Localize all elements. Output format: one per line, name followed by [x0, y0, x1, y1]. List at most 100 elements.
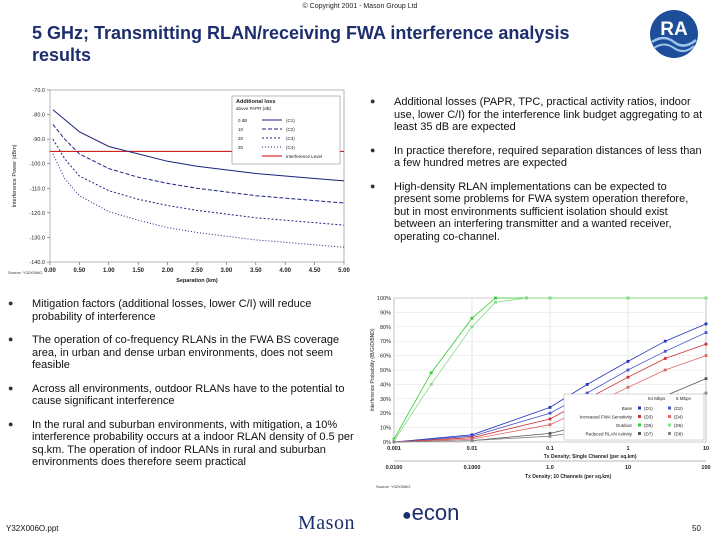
y-axis-label: Interference Probability (IB/G/D/BND): [370, 328, 376, 411]
data-point-d5: [429, 371, 433, 375]
econ-dot-icon: ●: [402, 507, 412, 524]
data-point-d1: [663, 339, 667, 343]
data-point-d4: [663, 368, 667, 372]
data-point-d7: [704, 377, 708, 381]
legend-label: (C3): [286, 136, 295, 141]
legend-marker: [668, 423, 671, 427]
legend-label: (C2): [286, 127, 295, 132]
x-tick-label: 4.50: [309, 268, 321, 274]
left-bullet-1: ● Mitigation factors (additional losses, …: [8, 298, 312, 323]
data-point-d8: [704, 391, 708, 395]
legend-box: [563, 393, 705, 441]
legend-loss: 0 dB: [238, 118, 247, 123]
x-tick-label-10ch: 0.1000: [464, 465, 481, 471]
legend-header: 54 Mbps: [648, 396, 666, 401]
ra-logo: RA: [650, 10, 698, 58]
x-tick-label-10ch: 1.0: [546, 465, 554, 471]
legend-marker: [668, 406, 671, 410]
data-point-d8: [392, 440, 396, 444]
x-tick-label-single: 0.01: [467, 446, 478, 452]
data-point-d6: [470, 325, 474, 329]
data-point-d6: [429, 383, 433, 386]
legend-header: 6 Mbps: [676, 396, 692, 401]
legend-loss: 30: [238, 145, 244, 150]
right-bullet-list: ● Additional losses (PAPR, TPC, practical…: [366, 96, 706, 254]
legend-label: Outdoor: [616, 423, 633, 428]
right-bullet-3: ● High-density RLAN implementations can b…: [370, 180, 689, 243]
x-axis-label-10ch: Tx Density; 10 Channels (per sq.km): [525, 474, 611, 480]
legend-label: (C4): [286, 145, 295, 150]
x-tick-label: 2.50: [191, 268, 203, 274]
y-tick-label: 100%: [377, 296, 391, 302]
legend-label: Increased FWA Sensitivity: [580, 415, 633, 420]
x-tick-label: 4.00: [279, 268, 291, 274]
legend-series-id: (D3): [644, 415, 653, 420]
series-line-c4: [52, 153, 345, 248]
legend-title: Additional loss: [236, 99, 275, 105]
data-point-d5: [392, 437, 396, 441]
y-tick-label: 50%: [380, 368, 391, 374]
y-tick-label: -90.0: [32, 137, 45, 143]
data-point-d2: [704, 331, 708, 334]
y-tick-label: -140.0: [29, 260, 45, 266]
data-point-d2: [470, 434, 474, 438]
y-tick-label: 60%: [380, 354, 391, 360]
mason-logo: Mason: [298, 512, 355, 534]
bullet-icon: ●: [8, 298, 14, 308]
x-tick-label-single: 10: [703, 446, 709, 452]
data-point-d2: [663, 349, 667, 353]
data-point-d1: [704, 322, 708, 326]
y-tick-label: 70%: [380, 339, 391, 345]
x-tick-label-single: 0.001: [387, 446, 401, 452]
interference-power-chart: -70.0 -80.0 -90.0 -100.0 -110.0 -120.0 -130.0 -…: [8, 88, 350, 284]
data-point-d3: [548, 417, 552, 421]
right-bullet-1: ● Additional losses (PAPR, TPC, practical…: [370, 96, 703, 133]
x-tick-label: 0.00: [44, 268, 56, 274]
y-tick-label: 10%: [380, 426, 391, 432]
data-point-d1: [470, 433, 474, 437]
data-point-d6: [704, 296, 708, 300]
chart-source: Source: Y32X006O: [376, 484, 410, 489]
bullet-icon: ●: [8, 418, 14, 429]
legend-series-id: (D7): [644, 432, 653, 437]
y-tick-label: 20%: [380, 411, 391, 417]
legend-series-id: (D6): [674, 423, 683, 428]
series-line-c2: [52, 124, 345, 204]
legend-subtitle: above PAPR (dB): [236, 106, 272, 111]
copyright-notice: © Copyright 2001 - Mason Group Ltd: [302, 3, 418, 10]
data-point-d3: [663, 357, 667, 360]
legend-marker: [638, 423, 641, 427]
legend-marker: [638, 432, 641, 435]
left-bullet-list: ● Mitigation factors (additional losses, …: [4, 298, 364, 480]
document-id: Y32X006O.ppt: [6, 524, 59, 533]
y-tick-label: 30%: [380, 397, 391, 403]
x-tick-label: 5.00: [338, 268, 350, 274]
legend-series-id: (D2): [674, 406, 683, 411]
legend-label: Base: [622, 406, 633, 411]
data-point-d6: [626, 296, 630, 300]
legend-series-id: (D1): [644, 406, 653, 411]
legend-series-id: (D5): [644, 423, 653, 428]
legend-loss: 20: [238, 136, 244, 141]
data-point-d4: [626, 385, 630, 389]
x-tick-label-single: 0.1: [546, 446, 554, 452]
data-point-d3: [626, 375, 630, 379]
interference-probability-chart: 0% 10% 20% 30% 40% 50% 60% 70% 80% 90% 100% 0.001 0.…: [370, 296, 711, 489]
data-point-d4: [470, 437, 474, 441]
legend-marker: [638, 406, 641, 410]
legend-label: Reduced RLAN Activity: [585, 432, 632, 437]
y-tick-label: 0%: [383, 440, 391, 446]
data-point-d6: [525, 296, 528, 300]
x-tick-label: 2.00: [162, 268, 174, 274]
y-tick-label: -70.0: [32, 88, 45, 94]
y-tick-label: 40%: [380, 382, 391, 388]
x-tick-label: 1.50: [132, 268, 144, 274]
data-point-d6: [494, 300, 497, 304]
data-point-d1: [626, 359, 630, 363]
x-tick-label-10ch: 0.0100: [386, 465, 403, 471]
data-point-d4: [704, 354, 708, 357]
data-point-d6: [548, 296, 552, 300]
y-tick-label: -100.0: [29, 162, 45, 168]
data-point-d4: [548, 423, 552, 427]
right-bullet-2: ● In practice therefore, required separat…: [370, 144, 702, 170]
